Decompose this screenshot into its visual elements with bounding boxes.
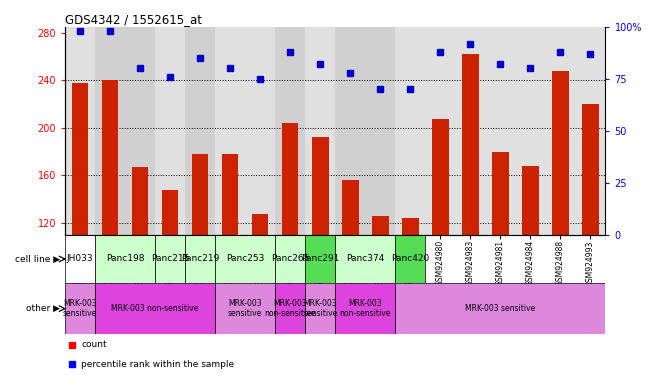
- Text: MRK-003 sensitive: MRK-003 sensitive: [465, 304, 536, 313]
- Bar: [72, 83, 89, 365]
- Bar: [95, 235, 155, 283]
- Text: JH033: JH033: [67, 255, 94, 263]
- Text: Panc198: Panc198: [106, 255, 145, 263]
- Bar: [155, 235, 185, 283]
- Bar: [305, 27, 335, 235]
- Text: cell line ▶: cell line ▶: [14, 255, 60, 263]
- Text: Panc215: Panc215: [151, 255, 189, 263]
- Bar: [65, 283, 95, 334]
- Bar: [275, 27, 305, 235]
- Bar: [222, 154, 238, 365]
- Bar: [65, 27, 95, 235]
- Text: MRK-003
non-sensitive: MRK-003 non-sensitive: [340, 299, 391, 318]
- Bar: [102, 80, 118, 365]
- Bar: [342, 180, 359, 365]
- Text: MRK-003
sensitive: MRK-003 sensitive: [228, 299, 262, 318]
- Bar: [395, 235, 425, 283]
- Text: Panc291: Panc291: [301, 255, 339, 263]
- Text: percentile rank within the sample: percentile rank within the sample: [81, 359, 234, 369]
- Bar: [552, 71, 569, 365]
- Bar: [462, 54, 478, 365]
- Bar: [432, 119, 449, 365]
- Bar: [395, 283, 605, 334]
- Text: MRK-003
sensitive: MRK-003 sensitive: [63, 299, 97, 318]
- Bar: [185, 27, 215, 235]
- Bar: [215, 235, 275, 283]
- Text: other ▶: other ▶: [25, 304, 60, 313]
- Bar: [155, 27, 185, 235]
- Text: MRK-003 non-sensitive: MRK-003 non-sensitive: [111, 304, 199, 313]
- Text: count: count: [81, 340, 107, 349]
- Bar: [95, 283, 215, 334]
- Text: Panc420: Panc420: [391, 255, 430, 263]
- Bar: [522, 166, 538, 365]
- Text: MRK-003
sensitive: MRK-003 sensitive: [303, 299, 337, 318]
- Bar: [395, 27, 425, 235]
- Bar: [215, 27, 275, 235]
- Bar: [132, 167, 148, 365]
- Text: Panc219: Panc219: [181, 255, 219, 263]
- Bar: [305, 235, 335, 283]
- Bar: [312, 137, 329, 365]
- Bar: [305, 283, 335, 334]
- Bar: [582, 104, 599, 365]
- Bar: [282, 123, 299, 365]
- Text: GDS4342 / 1552615_at: GDS4342 / 1552615_at: [65, 13, 202, 26]
- Bar: [335, 283, 395, 334]
- Text: Panc253: Panc253: [226, 255, 264, 263]
- Bar: [215, 283, 275, 334]
- Bar: [65, 235, 95, 283]
- Bar: [95, 27, 155, 235]
- Text: Panc374: Panc374: [346, 255, 385, 263]
- Bar: [192, 154, 208, 365]
- Text: MRK-003
non-sensitive: MRK-003 non-sensitive: [264, 299, 316, 318]
- Text: Panc265: Panc265: [271, 255, 309, 263]
- Bar: [372, 216, 389, 365]
- Bar: [162, 190, 178, 365]
- Bar: [402, 218, 419, 365]
- Bar: [185, 235, 215, 283]
- Bar: [252, 214, 268, 365]
- Bar: [275, 283, 305, 334]
- Bar: [335, 27, 395, 235]
- Bar: [335, 235, 395, 283]
- Bar: [275, 235, 305, 283]
- Bar: [492, 152, 508, 365]
